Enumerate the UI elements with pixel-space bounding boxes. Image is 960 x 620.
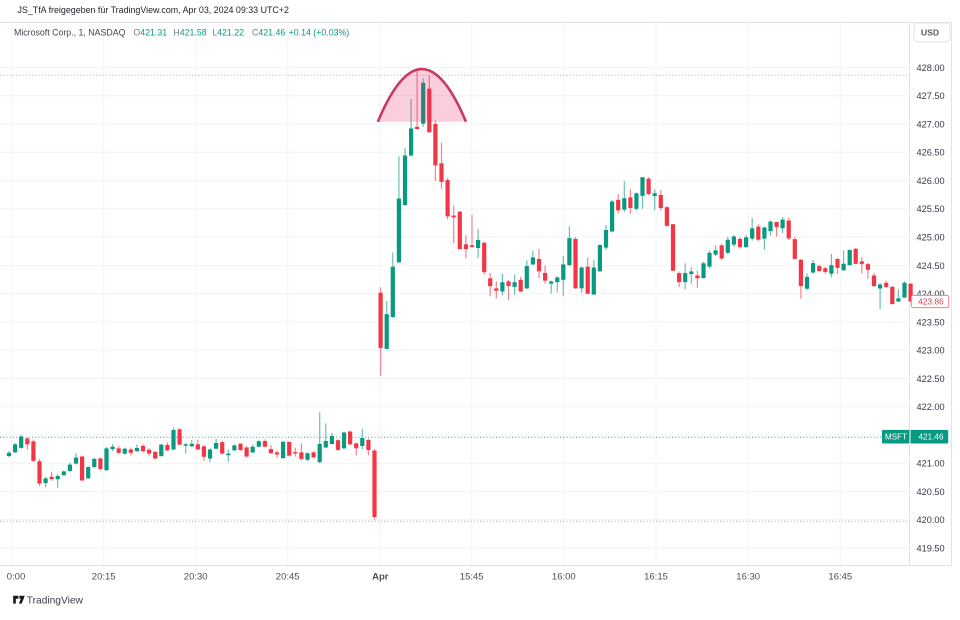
svg-text:421.46: 421.46: [918, 433, 943, 442]
svg-text:16:15: 16:15: [644, 572, 668, 583]
svg-text:16:45: 16:45: [828, 572, 852, 583]
svg-text:C421.46: C421.46: [252, 27, 285, 37]
svg-text:427.00: 427.00: [917, 119, 945, 129]
svg-text:H421.58: H421.58: [173, 27, 206, 37]
svg-text:20:30: 20:30: [184, 572, 208, 583]
svg-text:420.00: 420.00: [917, 515, 945, 525]
svg-text:425.00: 425.00: [917, 233, 945, 243]
svg-text:USD: USD: [921, 28, 939, 38]
svg-text:Microsoft Corp., 1, NASDAQ: Microsoft Corp., 1, NASDAQ: [14, 27, 126, 37]
svg-text:419.50: 419.50: [917, 543, 945, 553]
svg-text:423.50: 423.50: [917, 317, 945, 327]
svg-text:L421.22: L421.22: [212, 27, 244, 37]
svg-text:TradingView: TradingView: [27, 596, 84, 607]
svg-text:424.50: 424.50: [917, 261, 945, 271]
svg-text:428.00: 428.00: [917, 63, 945, 73]
svg-text:423.86: 423.86: [918, 297, 944, 307]
svg-text:421.00: 421.00: [917, 459, 945, 469]
svg-text:20:45: 20:45: [276, 572, 300, 583]
svg-text:0:00: 0:00: [7, 572, 26, 583]
svg-text:16:00: 16:00: [552, 572, 576, 583]
svg-text:422.00: 422.00: [917, 402, 945, 412]
svg-text:Apr: Apr: [372, 572, 389, 583]
svg-text:420.50: 420.50: [917, 487, 945, 497]
svg-text:425.50: 425.50: [917, 204, 945, 214]
svg-text:422.50: 422.50: [917, 374, 945, 384]
svg-text:16:30: 16:30: [736, 572, 760, 583]
svg-text:426.00: 426.00: [917, 176, 945, 186]
svg-text:427.50: 427.50: [917, 91, 945, 101]
svg-text:15:45: 15:45: [460, 572, 484, 583]
svg-text:JS_TfA freigegeben für Trading: JS_TfA freigegeben für TradingView.com, …: [18, 5, 289, 15]
svg-text:MSFT: MSFT: [885, 433, 907, 442]
svg-text:423.00: 423.00: [917, 346, 945, 356]
svg-text:O421.31: O421.31: [133, 27, 167, 37]
svg-text:20:15: 20:15: [92, 572, 116, 583]
svg-text:424.00: 424.00: [917, 289, 945, 299]
svg-text:426.50: 426.50: [917, 148, 945, 158]
svg-text:+0.14 (+0.03%): +0.14 (+0.03%): [289, 27, 350, 37]
